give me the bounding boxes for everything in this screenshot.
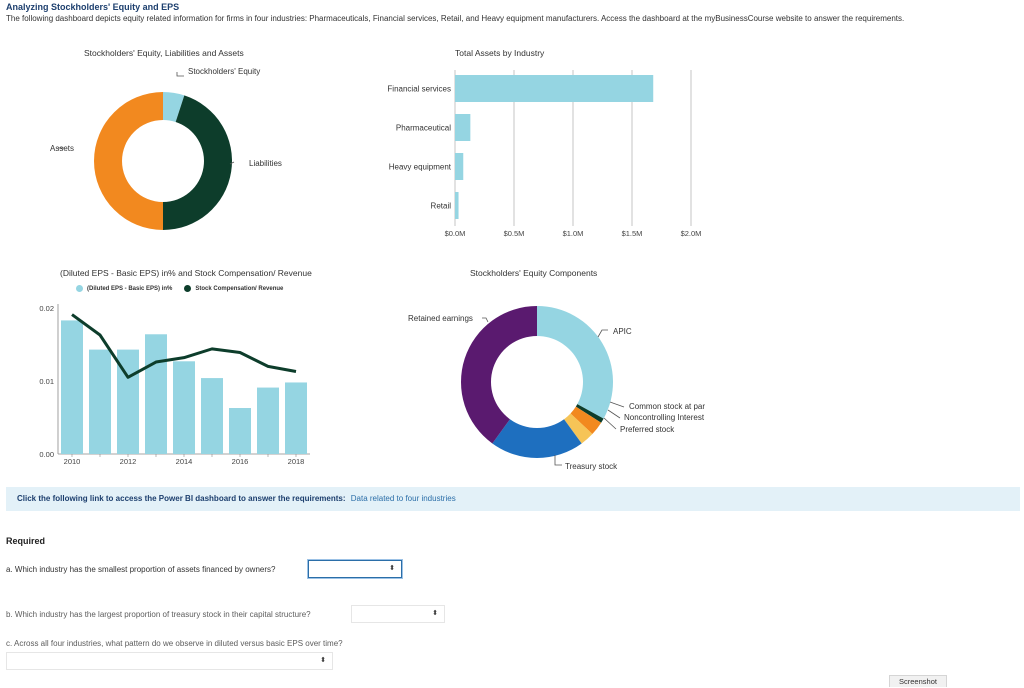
x-tick-label: $1.5M [622, 229, 643, 238]
answer-b-select[interactable]: ⬍ [351, 605, 445, 623]
dashboard-link[interactable]: Data related to four industries [350, 494, 456, 503]
donut1-label-liabilities: Liabilities [249, 159, 282, 168]
category-label: Financial services [387, 85, 451, 94]
slice-retained-earnings [461, 306, 537, 444]
category-label: Heavy equipment [389, 163, 452, 172]
stock-compensation-line [71, 313, 297, 379]
donut1-title: Stockholders' Equity, Liabilities and As… [84, 48, 244, 58]
eps-chart-title: (Diluted EPS - Basic EPS) in% and Stock … [60, 268, 312, 278]
x-tick-label: 2014 [176, 457, 193, 466]
y-tick-label: 0.02 [39, 304, 54, 313]
x-tick-label: $2.0M [681, 229, 702, 238]
page-title: Analyzing Stockholders' Equity and EPS [6, 2, 180, 12]
slice-common-stock [575, 404, 604, 423]
bar-2010 [61, 320, 83, 454]
x-tick-label: $0.0M [445, 229, 466, 238]
legend-line-label: Stock Compensation/ Revenue [195, 285, 284, 292]
slice-treasury [492, 419, 582, 458]
bar-2016 [229, 408, 251, 454]
bar-assets-title: Total Assets by Industry [455, 48, 545, 58]
equity-components-donut [461, 306, 625, 466]
x-tick-label: $1.0M [563, 229, 584, 238]
legend-bar-swatch [76, 285, 83, 292]
dashboard-link-bar: Click the following link to access the P… [6, 487, 1020, 511]
x-tick-label: 2016 [232, 457, 249, 466]
bar-financial-services [455, 75, 654, 102]
donut2-title: Stockholders' Equity Components [470, 268, 598, 278]
question-b: b. Which industry has the largest propor… [6, 610, 311, 619]
intro-text: The following dashboard depicts equity r… [6, 14, 905, 23]
question-a: a. Which industry has the smallest propo… [6, 565, 276, 574]
slice-noncontrolling [570, 406, 602, 435]
x-tick-label: 2018 [288, 457, 305, 466]
bar-2013 [145, 334, 167, 454]
legend-bar-label: (Diluted EPS - Basic EPS) in% [87, 285, 173, 292]
bar-2015 [201, 378, 223, 454]
bar-2017 [257, 387, 279, 454]
bar-2011 [89, 349, 111, 454]
legend-line-swatch [184, 285, 192, 292]
donut2-label-retained-earnings: Retained earnings [408, 314, 473, 323]
slice-assets [94, 92, 163, 230]
slice-liabilities [163, 95, 233, 230]
y-tick-label: 0.00 [39, 450, 54, 459]
answer-c-select[interactable]: ⬍ [6, 652, 333, 670]
slice-preferred [564, 413, 593, 444]
dropdown-arrow-icon: ⬍ [389, 565, 395, 572]
link-prompt: Click the following link to access the P… [17, 494, 346, 503]
donut2-label-noncontrolling: Noncontrolling Interest [624, 413, 705, 422]
bar-2014 [173, 361, 195, 454]
eps-chart-legend: (Diluted EPS - Basic EPS) in% Stock Comp… [76, 285, 283, 292]
category-label: Pharmaceutical [396, 124, 451, 133]
x-tick-label: 2010 [64, 457, 81, 466]
total-assets-bar-chart: $0.0M $0.5M $1.0M $1.5M $2.0M Financial servi… [387, 70, 702, 238]
y-tick-label: 0.01 [39, 377, 54, 386]
bar-retail [455, 192, 459, 219]
eps-combo-chart: 0.00 0.01 0.02 2010 2012 2014 2016 2018 [39, 304, 310, 466]
slice-apic [537, 306, 613, 419]
question-c: c. Across all four industries, what patt… [6, 639, 343, 648]
donut2-label-apic: APIC [613, 327, 632, 336]
dropdown-arrow-icon: ⬍ [432, 610, 438, 617]
equity-liabilities-assets-donut [58, 72, 235, 230]
donut1-label-equity: Stockholders' Equity [188, 67, 261, 76]
donut2-label-common-stock: Common stock at par [629, 402, 706, 411]
donut1-label-assets: Assets [50, 144, 75, 153]
x-tick-label: 2012 [120, 457, 137, 466]
screenshot-button[interactable]: Screenshot [889, 675, 947, 687]
category-label: Retail [431, 202, 452, 211]
donut2-label-preferred: Preferred stock [620, 425, 675, 434]
answer-a-select[interactable]: ⬍ [308, 560, 402, 578]
bar-2018 [285, 382, 307, 454]
bar-pharmaceutical [455, 114, 471, 141]
donut2-label-treasury: Treasury stock [565, 462, 618, 471]
required-heading: Required [6, 536, 46, 546]
bar-heavy-equipment [455, 153, 464, 180]
dropdown-arrow-icon: ⬍ [320, 657, 326, 664]
x-tick-label: $0.5M [504, 229, 525, 238]
slice-stockholders-equity [163, 92, 185, 123]
